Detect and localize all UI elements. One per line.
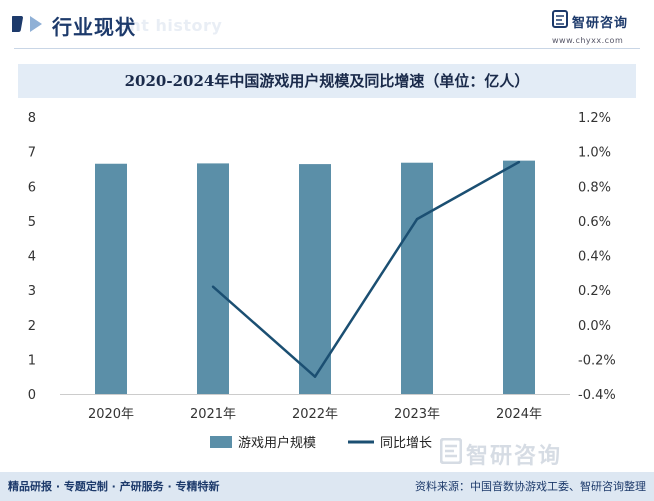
header-watermark: ent history — [118, 16, 223, 35]
chart-title: 2020-2024年中国游戏用户规模及同比增速（单位：亿人） — [124, 72, 530, 90]
y-right-tick-label: 1.2% — [578, 111, 611, 126]
y-left-tick-label: 7 — [28, 146, 36, 161]
bar — [401, 162, 433, 394]
header-divider — [14, 48, 640, 49]
y-right-tick-label: -0.4% — [578, 388, 616, 403]
x-tick-label: 2021年 — [190, 407, 236, 422]
watermark-brand: 智研咨询 — [466, 444, 563, 469]
legend-swatch-bar — [210, 436, 232, 448]
y-right-tick-label: 0.6% — [578, 215, 611, 230]
x-tick-label: 2023年 — [394, 407, 440, 422]
y-right-tick-label: 0.0% — [578, 319, 611, 334]
y-left-tick-label: 5 — [28, 215, 36, 230]
brand-name: 智研咨询 — [572, 16, 629, 31]
x-tick-label: 2022年 — [292, 407, 338, 422]
bar — [197, 163, 229, 394]
header: ent history 行业现状 智研咨询 www.chyxx.com — [0, 0, 654, 56]
legend-label-line: 同比增长 — [380, 436, 432, 451]
x-tick-label: 2024年 — [496, 407, 542, 422]
brand-url: www.chyxx.com — [552, 36, 624, 45]
y-left-tick-label: 0 — [28, 388, 36, 403]
y-left-tick-label: 3 — [28, 284, 36, 299]
y-right-tick-label: 0.8% — [578, 180, 611, 195]
y-right-tick-label: 0.2% — [578, 284, 611, 299]
brand-logo-icon — [552, 10, 568, 28]
y-right-tick-label: 0.4% — [578, 250, 611, 265]
growth-point — [211, 285, 215, 288]
y-left-tick-label: 4 — [28, 250, 36, 265]
y-left-tick-label: 8 — [28, 111, 36, 126]
legend-label-bar: 游戏用户规模 — [238, 435, 316, 451]
y-right-tick-label: -0.2% — [578, 353, 616, 368]
bar — [95, 163, 127, 394]
header-title: 行业现状 — [52, 15, 136, 39]
growth-point — [415, 217, 419, 221]
growth-line — [212, 160, 520, 378]
footer: 精品研报 · 专题定制 · 产研服务 · 专精特新 资料来源：中国音数协游戏工委… — [0, 472, 654, 501]
header-chevron-icon — [12, 16, 42, 32]
watermark-logo-icon — [440, 438, 462, 464]
y-left-tick-label: 1 — [28, 353, 36, 368]
x-tick-label: 2020年 — [88, 407, 134, 422]
chart: 0 1 2 3 4 5 6 7 8 -0.4% -0.2% 0.0% 0.2% 0.4% 0.6% 0.8% 1… — [28, 111, 616, 451]
chart-title-bar: 2020-2024年中国游戏用户规模及同比增速（单位：亿人） — [18, 64, 636, 98]
growth-point — [517, 160, 521, 164]
footer-source: 资料来源：中国音数协游戏工委、智研咨询整理 — [415, 480, 646, 493]
bar — [299, 164, 331, 394]
footer-tagline: 精品研报 · 专题定制 · 产研服务 · 专精特新 — [8, 480, 220, 493]
y-right-tick-label: 1.0% — [578, 146, 611, 161]
y-left-tick-label: 2 — [28, 319, 36, 334]
growth-point — [313, 375, 317, 378]
y-left-tick-label: 6 — [28, 180, 36, 195]
bar — [503, 160, 535, 394]
